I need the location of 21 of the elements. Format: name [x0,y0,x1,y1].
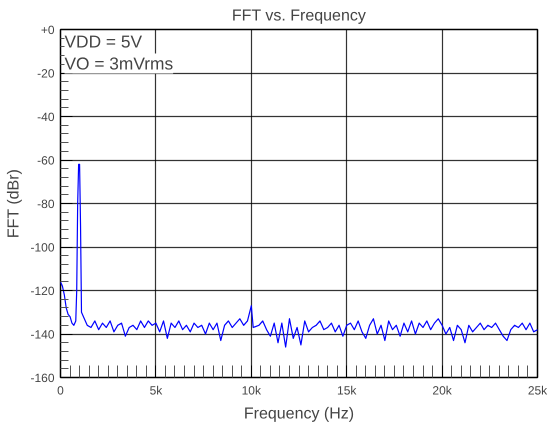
x-tick-label: 20k [432,384,453,398]
x-tick-label: 25k [528,384,548,398]
y-tick-label: +0 [40,23,55,37]
x-tick-label: 10k [242,384,262,398]
line-series [60,164,538,348]
y-tick-label: -160 [30,371,55,385]
x-tick-label: 15k [337,384,358,398]
y-tick-label: -60 [37,154,55,168]
annotation: VO = 3mVrms [64,54,174,74]
y-axis-title: FFT (dBr) [5,169,22,238]
x-axis-title: Frequency (Hz) [244,406,354,422]
y-tick-label: -20 [37,66,55,80]
y-tick-label: -80 [37,197,55,211]
y-tick-label: -40 [37,110,55,124]
y-tick-label: -100 [30,240,55,254]
x-tick-label: 0 [57,384,64,398]
x-tick-label: 5k [150,384,164,398]
chart-title: FFT vs. Frequency [232,8,366,24]
y-tick-label: -120 [30,284,55,298]
annotation: VDD = 5V [64,32,142,52]
y-tick-label: -140 [30,328,55,342]
